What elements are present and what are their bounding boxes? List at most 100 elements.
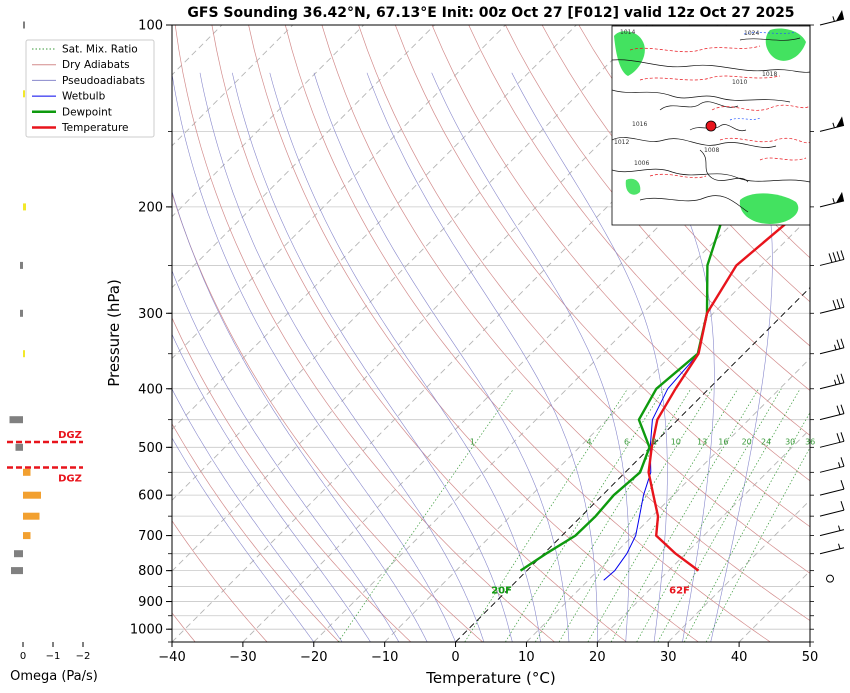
x-tick-label: 10	[518, 650, 535, 665]
pseudoadiabat-line	[65, 73, 313, 642]
barb-half	[833, 198, 835, 203]
location-marker	[706, 121, 716, 131]
wind-barb	[820, 374, 844, 389]
legend-label: Dewpoint	[62, 106, 112, 118]
y-axis-label: Pressure (hPa)	[105, 279, 123, 387]
barb-staff	[820, 307, 844, 313]
x-tick-label: 20	[589, 650, 606, 665]
x-tick-label: 50	[802, 650, 819, 665]
barb-staff	[820, 19, 844, 25]
barb-full	[841, 250, 844, 259]
omega-tick-label: 0	[20, 651, 26, 662]
dry-adiabat-line	[139, 25, 483, 642]
barb-half	[839, 526, 841, 531]
map-label: 1012	[614, 139, 629, 146]
wind-barb	[820, 526, 844, 536]
map-label: 1006	[634, 160, 649, 167]
omega-bar	[20, 262, 23, 269]
map-label: 1018	[762, 71, 777, 78]
x-tick-label: 30	[660, 650, 677, 665]
chart-title: GFS Sounding 36.42°N, 67.13°E Init: 00z …	[187, 5, 794, 21]
barb-half	[833, 123, 835, 128]
barb-full	[833, 252, 836, 261]
omega-bar	[20, 310, 23, 317]
mixing-ratio-label: 1	[470, 437, 475, 446]
omega-tick-label: −1	[46, 651, 61, 662]
y-tick-label: 700	[138, 529, 163, 544]
mixing-ratio-label: 20	[742, 437, 752, 446]
wind-barb	[820, 298, 844, 313]
barb-staff	[820, 530, 844, 536]
calm-wind-circle	[827, 575, 834, 582]
mixing-ratio-label: 30	[785, 437, 795, 446]
x-tick-label: −40	[158, 650, 185, 665]
omega-bar	[16, 444, 24, 451]
barb-full	[837, 340, 840, 349]
dry-adiabat-line	[175, 25, 554, 642]
mixing-ratio-label: 8	[651, 437, 656, 446]
barb-staff	[820, 489, 844, 495]
dgz-label: DGZ	[58, 474, 82, 485]
y-tick-label: 1000	[130, 623, 163, 638]
y-tick-label: 500	[138, 441, 163, 456]
inset-map: 1024 1018 1014 1010 1008 1006 1016 1012	[612, 26, 810, 225]
barb-full	[841, 457, 844, 466]
barb-full	[837, 299, 840, 308]
y-tick-label: 200	[138, 200, 163, 215]
wind-barb	[820, 544, 844, 554]
y-tick-label: 100	[138, 19, 163, 34]
barb-full	[841, 339, 844, 348]
surface-temp-label: 62F	[669, 586, 690, 597]
dgz-label: DGZ	[58, 430, 82, 441]
barb-half	[839, 544, 841, 549]
wind-barbs	[820, 10, 844, 582]
mixing-ratio-lines	[338, 389, 843, 642]
legend-label: Wetbulb	[62, 91, 106, 103]
barb-full	[841, 432, 844, 441]
barb-staff	[820, 414, 844, 420]
omega-bar	[11, 567, 23, 574]
omega-tick-label: −2	[76, 651, 91, 662]
y-tick-label: 600	[138, 489, 163, 504]
mixing-ratio-label: 16	[718, 437, 728, 446]
barb-full	[841, 374, 844, 383]
wind-barb	[820, 339, 844, 354]
omega-bar	[23, 203, 26, 210]
wind-barb	[820, 457, 844, 472]
map-label: 1010	[732, 79, 747, 86]
x-tick-label: −10	[371, 650, 398, 665]
barb-full	[837, 375, 840, 384]
wind-barb	[820, 405, 844, 420]
barb-full	[833, 300, 836, 309]
surface-temp-label: 20F	[491, 586, 512, 597]
mixing-ratio-line	[684, 389, 823, 642]
pseudoadiabat-line	[432, 73, 629, 642]
map-label: 1008	[704, 147, 719, 154]
wind-barb	[820, 480, 844, 495]
wind-barb	[820, 432, 844, 447]
mixing-ratio-line	[338, 389, 513, 642]
barb-staff	[820, 548, 844, 554]
wind-barb	[820, 501, 844, 516]
map-label: 1016	[632, 121, 647, 128]
barb-full	[837, 433, 840, 442]
mixing-ratio-line	[658, 389, 800, 642]
isotherm-line	[810, 25, 850, 642]
map-label: 1014	[620, 29, 635, 36]
barb-full	[841, 405, 844, 414]
omega-bar	[23, 22, 25, 29]
omega-bar	[23, 90, 25, 97]
x-tick-label: 40	[731, 650, 748, 665]
barb-staff	[820, 383, 844, 389]
x-tick-label: −30	[229, 650, 256, 665]
barb-staff	[820, 441, 844, 447]
barb-full	[829, 253, 832, 262]
x-tick-label: 0	[451, 650, 459, 665]
wind-barb	[820, 116, 844, 131]
mixing-ratio-label: 6	[624, 437, 629, 446]
